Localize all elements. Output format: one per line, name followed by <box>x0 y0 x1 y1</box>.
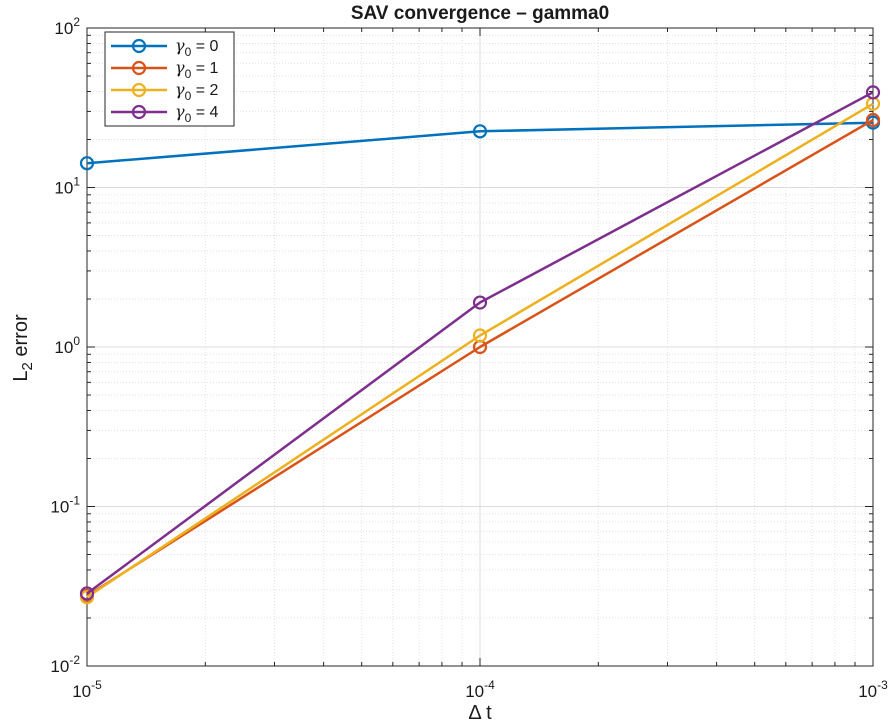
x-tick-label: 10-5 <box>72 678 102 701</box>
y-tick-label: 102 <box>54 15 80 38</box>
y-tick-label-base: 10 <box>50 498 69 517</box>
legend-marker-swatch <box>131 82 147 98</box>
legend-label: γ0 = 2 <box>175 80 218 103</box>
y-axis-label-subscript: 2 <box>19 362 36 370</box>
data-point-marker <box>79 156 95 171</box>
y-tick-label: 100 <box>54 334 80 357</box>
legend-item: γ0 = 1 <box>111 58 218 81</box>
y-tick-label-exponent: -2 <box>69 653 80 667</box>
x-tick-label-base: 10 <box>465 682 484 701</box>
series-line <box>86 102 874 599</box>
y-tick-label-base: 10 <box>50 657 69 676</box>
legend-label-subscript: 0 <box>185 67 192 81</box>
y-tick-label: 10-1 <box>50 494 80 517</box>
y-tick-label-base: 10 <box>54 179 73 198</box>
data-point-marker <box>865 112 881 128</box>
legend: γ0 = 0γ0 = 1γ0 = 2γ0 = 4 <box>104 31 235 127</box>
y-axis-label-main: L <box>10 371 32 382</box>
legend-item: γ0 = 2 <box>111 80 218 103</box>
legend-label-symbol: γ <box>175 102 185 121</box>
data-point-marker <box>472 328 488 343</box>
legend-label-rest: = 0 <box>191 38 218 55</box>
y-tick-label-exponent: 1 <box>73 175 80 189</box>
legend-label: γ0 = 1 <box>175 58 218 81</box>
data-point-marker <box>865 85 881 100</box>
x-tick-label: 10-3 <box>858 678 888 701</box>
y-tick-label-base: 10 <box>54 19 73 38</box>
data-point-marker <box>472 295 488 310</box>
x-tick-label: 10-4 <box>465 678 495 701</box>
legend-label: γ0 = 0 <box>175 36 218 59</box>
legend-item: γ0 = 0 <box>111 36 218 59</box>
x-tick-label-exponent: -5 <box>91 678 102 692</box>
y-tick-label-exponent: -1 <box>69 494 80 508</box>
legend-label-subscript: 0 <box>185 111 192 125</box>
legend-marker-swatch <box>131 60 147 76</box>
legend-label-rest: = 2 <box>191 82 218 99</box>
legend-label-symbol: γ <box>175 36 185 55</box>
series-3 <box>79 85 881 601</box>
grid-lines <box>86 28 873 667</box>
series-line <box>86 121 874 165</box>
legend-label-symbol: γ <box>175 80 185 99</box>
y-tick-label-exponent: 2 <box>73 15 80 29</box>
x-tick-label-exponent: -4 <box>484 678 495 692</box>
series-line <box>86 91 874 595</box>
data-point-marker <box>79 586 95 601</box>
x-tick-label-base: 10 <box>72 682 91 701</box>
legend-label-subscript: 0 <box>185 89 192 103</box>
legend-label-subscript: 0 <box>185 45 192 59</box>
axis-ticks <box>86 28 873 667</box>
data-series <box>79 85 881 605</box>
x-axis-label: Δ t <box>468 702 492 724</box>
chart-title: SAV convergence – gamma0 <box>351 3 609 24</box>
legend-label-rest: = 1 <box>191 60 218 77</box>
x-tick-label-exponent: -3 <box>877 678 888 692</box>
legend-box <box>104 31 235 127</box>
y-axis-label: L2 error <box>10 314 36 382</box>
legend-item: γ0 = 4 <box>111 102 218 125</box>
series-line <box>86 118 874 597</box>
y-tick-label: 10-2 <box>50 653 80 676</box>
y-axis-label-rest: error <box>10 314 32 362</box>
x-tick-label-base: 10 <box>858 682 877 701</box>
y-tick-label-base: 10 <box>54 338 73 357</box>
legend-marker-swatch <box>131 38 147 54</box>
legend-label-rest: = 4 <box>191 104 218 121</box>
legend-label-symbol: γ <box>175 58 185 77</box>
data-point-marker <box>472 124 488 139</box>
legend-label: γ0 = 4 <box>175 102 218 125</box>
legend-marker-swatch <box>131 104 147 120</box>
y-tick-label: 101 <box>54 175 80 198</box>
y-tick-label-exponent: 0 <box>73 334 80 348</box>
